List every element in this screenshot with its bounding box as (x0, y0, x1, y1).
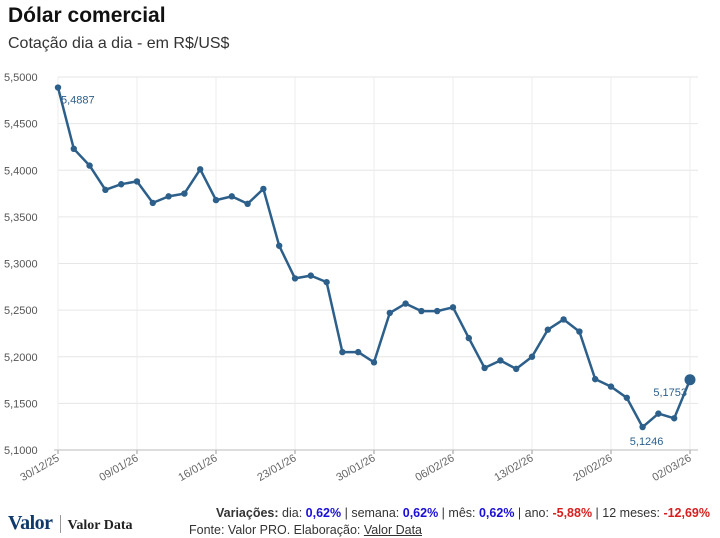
data-point (165, 193, 172, 200)
series-line-group (54, 84, 696, 431)
data-point (102, 186, 109, 194)
data-point (276, 242, 283, 249)
data-point (481, 364, 488, 372)
x-tick-label: 16/01/26 (176, 452, 219, 484)
variations-summary: Variações: dia: 0,62% | semana: 0,62% | … (215, 506, 710, 520)
data-point (355, 348, 362, 356)
semana-label: semana: (351, 506, 400, 520)
source-note: Fonte: Valor PRO. Elaboração: Valor Data (189, 523, 422, 537)
data-point (623, 394, 630, 401)
data-point (149, 199, 156, 207)
data-point (339, 348, 346, 356)
source-text: Fonte: Valor PRO. Elaboração: (189, 523, 361, 537)
data-point (70, 145, 78, 153)
data-point (228, 193, 235, 200)
data-label: 5,1753 (653, 387, 687, 399)
semana-value: 0,62% (402, 506, 439, 520)
mes-value: 0,62% (478, 506, 515, 520)
x-tick-label: 09/01/26 (97, 452, 140, 484)
y-tick-label: 5,5000 (4, 72, 38, 84)
annotation-group: 5,4887 5,1246 5,1753 (61, 95, 687, 449)
dia-value: 0,62% (305, 506, 342, 520)
x-tick-label: 20/02/26 (571, 452, 614, 484)
chart-grid (57, 76, 698, 451)
meses12-label: 12 meses: (602, 506, 660, 520)
data-point (260, 185, 267, 193)
y-tick-label: 5,4000 (4, 165, 38, 177)
y-axis: 5,1000 5,1500 5,2000 5,2500 5,3000 5,3500 5,40… (4, 72, 38, 457)
data-point (684, 374, 696, 386)
data-point (386, 309, 393, 317)
data-point (592, 375, 599, 383)
line-chart: 5,1000 5,1500 5,2000 5,2500 5,3000 5,3500 5,40… (4, 72, 698, 484)
y-tick-label: 5,1500 (4, 398, 38, 410)
data-point (418, 307, 425, 315)
data-point (465, 334, 472, 342)
data-point (197, 166, 204, 173)
data-point (181, 190, 188, 197)
data-point (402, 300, 409, 307)
data-point (671, 415, 678, 422)
variations-label: Variações: (215, 506, 279, 520)
valor-data-logo: Valor Valor Data (8, 512, 133, 535)
chart-footer: Valor Valor Data Variações: dia: 0,62% |… (0, 500, 720, 538)
data-point (212, 196, 220, 204)
mes-label: mês: (448, 506, 476, 520)
data-point (544, 326, 551, 333)
x-tick-label: 30/01/26 (334, 452, 377, 484)
data-point (86, 162, 93, 169)
data-point (639, 423, 646, 431)
y-tick-label: 5,1000 (4, 445, 38, 457)
data-point (607, 383, 615, 390)
valor-data-logo-text: Valor Data (67, 518, 133, 533)
data-point (370, 359, 378, 366)
data-point (497, 357, 504, 364)
ano-value: -5,88% (552, 506, 593, 520)
chart-subtitle: Cotação dia a dia - em R$/US$ (8, 35, 230, 52)
y-tick-label: 5,4500 (4, 119, 38, 131)
y-tick-label: 5,3500 (4, 212, 38, 224)
logo-divider (59, 514, 61, 533)
dia-label: dia: (282, 506, 303, 520)
data-point (513, 365, 520, 373)
data-label: 5,4887 (61, 95, 95, 107)
data-point (449, 304, 457, 311)
data-point (54, 84, 62, 91)
x-tick-label: 06/02/26 (413, 452, 456, 484)
y-tick-label: 5,2500 (4, 305, 38, 317)
valor-logo-text: Valor (8, 512, 53, 534)
data-point (244, 200, 251, 208)
source-link[interactable]: Valor Data (363, 523, 423, 537)
y-tick-label: 5,3000 (4, 259, 38, 271)
data-point (434, 307, 441, 315)
meses12-value: -12,69% (663, 506, 710, 520)
data-point (118, 181, 125, 188)
x-tick-label: 02/03/26 (650, 452, 693, 484)
data-point (323, 278, 330, 286)
data-label: 5,1246 (630, 436, 664, 448)
y-tick-label: 5,2000 (4, 352, 38, 364)
data-point (307, 272, 314, 279)
chart-title: Dólar comercial (8, 4, 166, 27)
x-tick-label: 23/01/26 (255, 452, 298, 484)
data-point (528, 353, 536, 360)
x-tick-label: 13/02/26 (492, 452, 535, 484)
x-axis: 30/12/25 09/01/26 16/01/26 23/01/26 30/01/26… (18, 449, 698, 484)
data-point (655, 410, 662, 417)
data-point (291, 275, 299, 282)
ano-label: ano: (524, 506, 549, 520)
data-point (560, 316, 567, 323)
data-point (133, 178, 141, 185)
data-point (576, 328, 583, 335)
